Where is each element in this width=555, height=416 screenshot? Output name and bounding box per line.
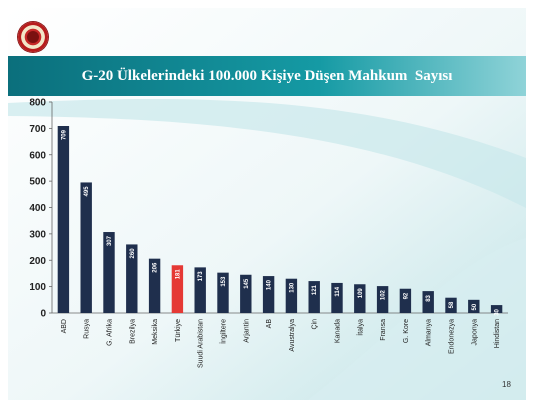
- bar-value-label: 58: [449, 301, 455, 308]
- category-label: İtalya: [355, 319, 364, 336]
- bar-18: [445, 297, 457, 313]
- y-tick-label: 700: [29, 124, 46, 135]
- category-label: Rusya: [84, 319, 91, 339]
- category-label: Endonezya: [449, 319, 456, 354]
- bar-value-label: 121: [312, 284, 318, 295]
- court-seal-icon: [18, 22, 48, 52]
- category-label: İngiltere: [219, 319, 228, 344]
- category-label: Japonya: [471, 319, 478, 346]
- category-label: Brezilya: [129, 319, 136, 344]
- y-tick-label: 0: [40, 309, 46, 320]
- category-label: Çin: [312, 319, 319, 330]
- category-label: AB: [266, 319, 273, 329]
- bar-value-label: 206: [153, 262, 159, 273]
- bar-1: [57, 126, 70, 313]
- category-label: Kanada: [335, 319, 342, 343]
- bar-value-label: 260: [130, 248, 136, 259]
- bar-16: [399, 288, 412, 313]
- bar-10: [262, 276, 275, 313]
- bar-value-label: 102: [381, 289, 387, 300]
- bar-6: [171, 265, 184, 313]
- y-tick-label: 800: [29, 98, 46, 109]
- category-label: Hindistan: [494, 319, 501, 348]
- category-label: Arjantin: [243, 319, 250, 343]
- title-banner: [8, 56, 526, 96]
- bar-19: [468, 299, 480, 313]
- category-label: G. Afrika: [107, 319, 114, 346]
- bar-5: [148, 258, 161, 313]
- bar-value-label: 140: [267, 279, 273, 290]
- category-label: Suudi Arabistan: [198, 319, 205, 368]
- bar-11: [285, 278, 298, 313]
- category-label: Avustralya: [289, 319, 296, 352]
- bar-value-label: 145: [244, 278, 250, 289]
- y-tick-label: 600: [29, 150, 46, 161]
- bar-value-label: 50: [472, 303, 478, 310]
- bar-value-label: 130: [289, 282, 295, 293]
- y-tick-label: 200: [29, 256, 46, 267]
- bar-value-label: 114: [335, 286, 341, 296]
- slide-background: [8, 8, 526, 400]
- category-label: Türkiye: [175, 319, 182, 342]
- bar-value-label: 83: [426, 294, 432, 301]
- category-label: Almanya: [426, 319, 433, 346]
- y-tick-label: 300: [29, 229, 46, 240]
- y-tick-label: 400: [29, 203, 46, 214]
- bar-20: [490, 305, 503, 313]
- bar-17: [422, 291, 434, 313]
- bar-value-label: 109: [358, 288, 364, 299]
- category-label: ABD: [61, 319, 68, 333]
- bar-13: [331, 282, 343, 313]
- bar-15: [376, 286, 389, 313]
- category-label: Fransa: [380, 319, 387, 341]
- y-tick-label: 100: [29, 282, 46, 293]
- bar-value-label: 181: [175, 269, 181, 280]
- bar-3: [103, 232, 115, 313]
- bar-value-label: 495: [84, 186, 90, 197]
- bar-14: [354, 284, 366, 313]
- bar-7: [194, 267, 206, 313]
- bar-9: [240, 274, 252, 313]
- category-label: Meksika: [152, 319, 159, 345]
- chart-title: G-20 Ülkelerindeki 100.000 Kişiye Düşen …: [81, 68, 453, 84]
- y-tick-label: 500: [29, 177, 46, 188]
- bar-value-label: 92: [403, 292, 409, 299]
- slide: G-20 Ülkelerindeki 100.000 Kişiye Düşen …: [8, 8, 526, 400]
- bar-2: [80, 182, 92, 313]
- bar-value-label: 307: [107, 235, 113, 246]
- bar-value-label: 709: [61, 129, 67, 140]
- category-label: G. Kore: [403, 319, 410, 343]
- page-number: 18: [502, 380, 511, 389]
- bar-4: [126, 244, 138, 313]
- bar-value-label: 153: [221, 276, 227, 287]
- bar-8: [217, 272, 229, 313]
- bar-value-label: 30: [495, 308, 501, 315]
- bar-12: [308, 281, 320, 313]
- bar-value-label: 173: [198, 271, 204, 282]
- bar-chart: 0 100 200 300 400 500 600 700 800 709 ABD 495 Rusya 3…: [29, 98, 508, 368]
